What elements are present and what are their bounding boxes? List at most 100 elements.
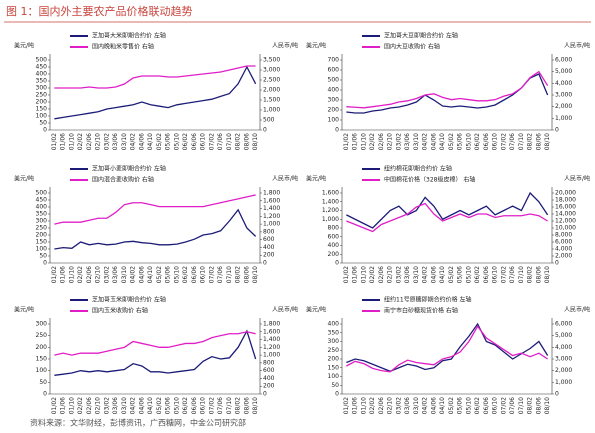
y-tick-label: 0 [335,260,339,267]
x-tick-label: 04/02 [422,397,429,414]
x-tick-label: 01/02 [343,133,350,150]
x-tick-label: 01/06 [60,397,67,414]
x-tick-label: 05/10 [465,266,472,283]
y-tick-label: 250 [328,347,340,354]
y2-tick-label: 1,200 [263,213,280,220]
y2-axis-label: 人民币/吨 [564,42,590,50]
x-tick-label: 01/06 [352,133,359,150]
x-tick-label: 01/10 [68,397,75,414]
legend-label: 纽约11号原糖即期合约价格 左轴 [384,296,472,304]
x-tick-label: 03/06 [112,266,119,283]
x-tick-label: 02/10 [95,133,102,150]
x-tick-label: 02/06 [378,266,385,283]
x-tick-label: 01/02 [51,266,58,283]
y2-tick-label: 2,000 [263,87,280,94]
y-tick-label: 350 [36,78,48,85]
x-tick-label: 05/02 [156,397,163,414]
y-tick-label: 50 [39,379,47,386]
legend-label: 南宁市白砂糖现货价格 右轴 [384,307,458,315]
x-tick-label: 02/10 [95,266,102,283]
y-tick-label: 250 [36,332,48,339]
x-tick-label: 08/02 [527,133,534,150]
x-tick-label: 02/06 [378,397,385,414]
x-tick-label: 08/02 [235,133,242,150]
y2-tick-label: 6,000 [555,321,572,328]
y-tick-label: 1,400 [322,198,339,205]
data-line [54,65,256,89]
y-tick-label: 700 [328,57,340,64]
x-tick-label: 02/06 [378,133,385,150]
data-line [346,322,549,372]
y2-tick-label: 0 [555,127,559,134]
y2-tick-label: 8,000 [555,232,572,239]
x-tick-label: 02/02 [369,266,376,283]
x-tick-label: 06/02 [474,266,481,283]
x-tick-label: 06/06 [191,266,198,283]
y-tick-label: 0 [335,127,339,134]
x-tick-label: 06/10 [492,133,499,150]
y-tick-label: 400 [36,71,48,78]
legend-label: 芝加哥玉米即期合约价 左轴 [92,296,166,304]
x-tick-label: 05/06 [165,266,172,283]
y-axis-label: 美元/吨 [14,175,34,183]
y2-tick-label: 1,600 [263,197,280,204]
x-tick-label: 06/10 [200,397,207,414]
x-tick-label: 08/06 [243,397,250,414]
y-tick-label: 150 [328,364,340,371]
x-tick-label: 07/06 [217,266,224,283]
y-tick-label: 200 [36,344,48,351]
x-tick-label: 07/02 [500,397,507,414]
y2-tick-label: 10,000 [555,225,576,232]
y2-tick-label: 0 [555,260,559,267]
y-tick-label: 200 [328,356,340,363]
y-tick-label: 50 [39,253,47,260]
x-tick-label: 07/02 [500,133,507,150]
y-tick-label: 150 [36,239,48,246]
y-tick-label: 300 [36,218,48,225]
y-tick-label: 100 [328,373,340,380]
y2-tick-label: 5,000 [555,332,572,339]
y2-tick-label: 3,000 [555,356,572,363]
x-tick-label: 03/10 [121,266,128,283]
x-tick-label: 06/06 [483,397,490,414]
x-tick-label: 01/02 [343,266,350,283]
y2-tick-label: 800 [263,359,275,366]
y-tick-label: 150 [36,106,48,113]
x-tick-label: 02/02 [77,133,84,150]
legend-label: 国内混合麦收购价 右轴 [92,176,154,184]
data-line [346,191,549,229]
x-tick-label: 08/06 [535,266,542,283]
y-tick-label: 0 [43,260,47,267]
x-tick-label: 05/02 [448,133,455,150]
y-tick-label: 200 [328,107,340,114]
x-tick-label: 06/10 [200,266,207,283]
y-tick-label: 0 [335,391,339,398]
y2-tick-label: 1,500 [263,97,280,104]
y2-tick-label: 500 [263,117,275,124]
y2-axis-label: 人民币/吨 [564,306,590,314]
x-tick-label: 08/06 [243,133,250,150]
x-tick-label: 05/06 [457,266,464,283]
x-tick-label: 07/06 [509,397,516,414]
x-tick-label: 06/06 [191,397,198,414]
x-tick-label: 01/02 [51,133,58,150]
y-tick-label: 50 [39,120,47,127]
x-tick-label: 01/06 [352,266,359,283]
y2-tick-label: 0 [263,391,267,398]
data-line [346,73,549,114]
y2-axis-label: 人民币/吨 [272,42,298,50]
source-note: 资料来源：文华财经，彭博资讯，广西糖网，中金公司研究部 [30,418,246,428]
x-tick-label: 07/06 [217,397,224,414]
y2-tick-label: 5,000 [555,68,572,75]
y2-tick-label: 1,800 [263,190,280,197]
x-tick-label: 02/10 [387,133,394,150]
x-tick-label: 01/06 [60,266,67,283]
y-tick-label: 450 [36,197,48,204]
y2-tick-label: 1,800 [263,321,280,328]
y-tick-label: 500 [36,190,48,197]
y2-tick-label: 1,400 [263,205,280,212]
y-tick-label: 200 [36,232,48,239]
y2-tick-label: 600 [263,236,275,243]
legend-label: 国内晚籼米零售价 右轴 [92,43,154,51]
y-tick-label: 350 [328,329,340,336]
